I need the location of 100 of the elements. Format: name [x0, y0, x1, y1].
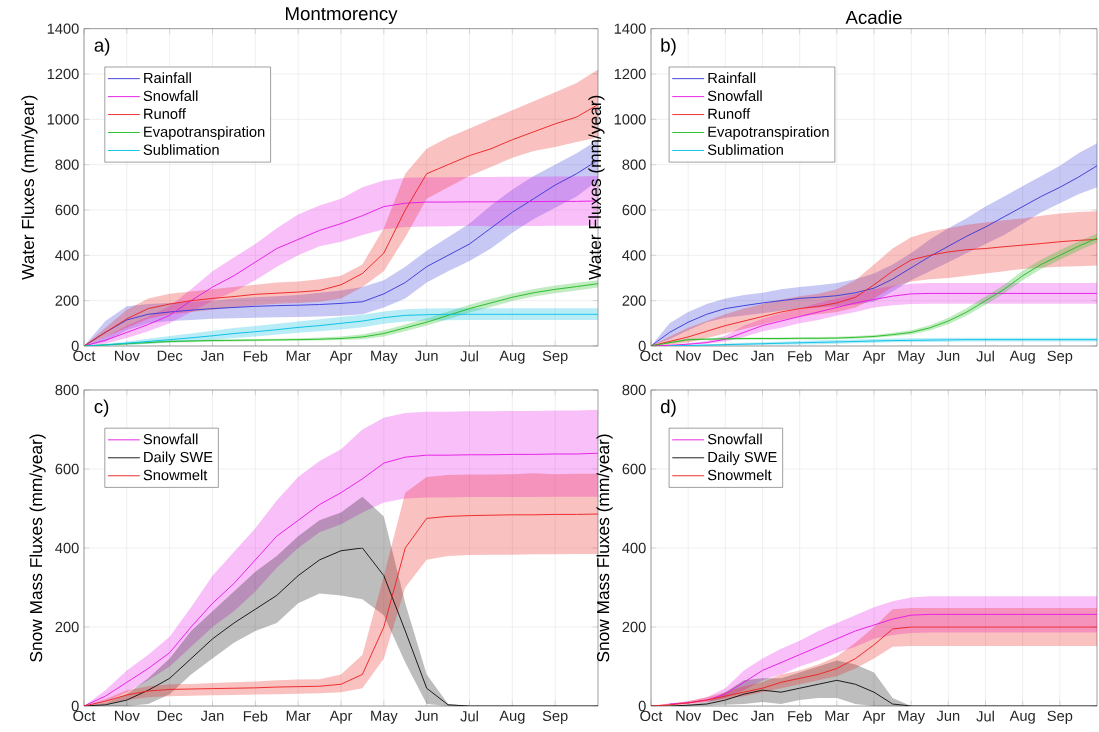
- x-tick-label: Dec: [157, 350, 183, 361]
- x-tick-label: Feb: [788, 350, 812, 362]
- y-tick-label: 0: [71, 700, 79, 712]
- x-tick-label: Jul: [460, 710, 478, 722]
- legend-label: Snowfall: [707, 433, 762, 445]
- y-tick-label: 600: [55, 204, 79, 216]
- x-tick-label: May: [898, 710, 925, 724]
- x-tick-label: Mar: [286, 350, 311, 361]
- x-tick-label: Jul: [976, 710, 994, 722]
- x-tick-label: Aug: [499, 350, 525, 364]
- y-tick-label: 1000: [614, 114, 646, 125]
- x-tick-label: Mar: [825, 350, 850, 361]
- x-tick-label: Dec: [713, 710, 738, 721]
- annotation: a): [94, 38, 110, 56]
- x-tick-label: Feb: [788, 710, 812, 722]
- x-tick-label: Jun: [415, 710, 438, 721]
- y-tick-label: 800: [622, 159, 646, 170]
- y-tick-label: 800: [55, 384, 79, 396]
- legend-label: Snowfall: [707, 90, 762, 102]
- chart-title: Acadie: [845, 10, 902, 24]
- x-tick-label: Jan: [750, 350, 774, 361]
- x-tick-label: Jan: [200, 350, 224, 361]
- legend-label: Daily SWE: [144, 451, 213, 466]
- x-tick-label: Dec: [713, 350, 738, 361]
- x-tick-label: Jun: [415, 350, 438, 361]
- y-tick-label: 400: [55, 250, 79, 261]
- x-tick-label: Aug: [1009, 350, 1035, 364]
- x-tick-label: Apr: [329, 710, 353, 724]
- y-tick-label: 800: [55, 159, 79, 170]
- legend-label: Rainfall: [144, 72, 191, 84]
- x-tick-label: Sep: [1047, 710, 1073, 724]
- y-tick-label: 600: [55, 463, 79, 475]
- legend-label: Runoff: [144, 108, 186, 120]
- legend-label: Snowmelt: [707, 469, 772, 481]
- y-tick-label: 200: [55, 621, 79, 633]
- x-tick-label: May: [898, 350, 925, 364]
- x-tick-label: Feb: [243, 350, 268, 362]
- x-tick-label: Jul: [976, 350, 994, 362]
- y-tick-label: 400: [622, 250, 646, 261]
- y-tick-label: 0: [638, 700, 646, 712]
- x-tick-label: Jun: [936, 350, 960, 361]
- legend-label: Evapotranspiration: [144, 126, 265, 140]
- x-tick-label: Sep: [1047, 350, 1073, 364]
- y-tick-label: 1400: [614, 23, 646, 34]
- x-tick-label: Nov: [676, 350, 702, 361]
- y-tick-label: 800: [622, 384, 646, 396]
- y-tick-label: 1200: [614, 68, 646, 80]
- x-tick-label: Nov: [676, 710, 702, 721]
- x-tick-label: Sep: [542, 350, 568, 364]
- x-tick-label: Nov: [115, 350, 140, 361]
- x-tick-label: Jan: [750, 710, 774, 721]
- legend-label: Snowfall: [143, 90, 198, 102]
- x-tick-label: Jun: [936, 710, 960, 721]
- x-tick-label: Oct: [640, 710, 663, 722]
- legend-label: Snowmelt: [143, 469, 208, 481]
- y-tick-label: 400: [622, 542, 646, 554]
- x-tick-label: Nov: [115, 710, 140, 721]
- y-axis-title: Snow Mass Fluxes (mm/year): [596, 434, 613, 662]
- y-axis-title: Snow Mass Fluxes (mm/year): [29, 434, 46, 662]
- y-tick-label: 600: [622, 204, 646, 216]
- x-tick-label: May: [371, 350, 398, 364]
- y-axis-title: Water Fluxes (mm/year): [21, 95, 38, 280]
- x-tick-label: Aug: [499, 710, 525, 724]
- x-tick-label: Mar: [286, 710, 311, 721]
- y-tick-label: 1200: [47, 68, 79, 80]
- x-tick-label: Apr: [862, 710, 886, 724]
- annotation: d): [660, 399, 676, 417]
- x-tick-label: Mar: [825, 710, 850, 721]
- x-tick-label: Oct: [640, 350, 663, 362]
- annotation: b): [661, 38, 676, 56]
- x-tick-label: Sep: [542, 710, 568, 724]
- legend-label: Snowfall: [143, 433, 198, 445]
- y-tick-label: 1000: [47, 114, 79, 125]
- legend-label: Daily SWE: [708, 451, 777, 466]
- x-tick-label: Aug: [1009, 710, 1035, 724]
- x-tick-label: Dec: [157, 710, 183, 721]
- annotation: c): [94, 399, 109, 417]
- legend-label: Runoff: [708, 108, 751, 120]
- x-tick-label: Feb: [243, 710, 268, 722]
- chart-title: Montmorency: [285, 7, 398, 24]
- x-tick-label: Apr: [862, 350, 886, 364]
- x-tick-label: Oct: [73, 710, 96, 722]
- x-tick-label: Oct: [73, 350, 96, 362]
- y-tick-label: 400: [55, 542, 79, 554]
- y-tick-label: 0: [638, 340, 646, 352]
- x-tick-label: Jul: [460, 350, 478, 362]
- y-tick-label: 200: [55, 295, 79, 306]
- y-axis-title: Water Fluxes (mm/year): [588, 95, 605, 280]
- legend-label: Sublimation: [143, 144, 219, 155]
- legend-label: Evapotranspiration: [708, 126, 829, 140]
- x-tick-label: May: [371, 710, 398, 724]
- y-tick-label: 600: [622, 463, 646, 475]
- x-tick-label: Jan: [200, 710, 224, 721]
- x-tick-label: Apr: [329, 350, 353, 364]
- legend-label: Sublimation: [707, 144, 783, 155]
- legend-label: Rainfall: [708, 72, 756, 84]
- y-tick-label: 1400: [47, 23, 79, 34]
- y-tick-label: 200: [622, 621, 646, 633]
- y-tick-label: 200: [622, 295, 646, 306]
- y-tick-label: 0: [71, 340, 79, 352]
